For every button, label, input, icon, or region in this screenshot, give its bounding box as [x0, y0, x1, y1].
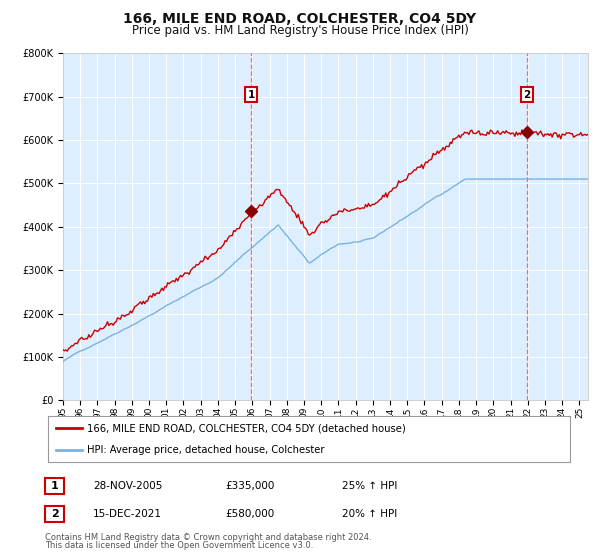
- Text: 166, MILE END ROAD, COLCHESTER, CO4 5DY: 166, MILE END ROAD, COLCHESTER, CO4 5DY: [124, 12, 476, 26]
- Text: 2: 2: [523, 90, 530, 100]
- Text: £335,000: £335,000: [225, 481, 274, 491]
- Text: 20% ↑ HPI: 20% ↑ HPI: [342, 509, 397, 519]
- Text: Contains HM Land Registry data © Crown copyright and database right 2024.: Contains HM Land Registry data © Crown c…: [45, 533, 371, 542]
- Text: £580,000: £580,000: [225, 509, 274, 519]
- Text: 15-DEC-2021: 15-DEC-2021: [93, 509, 162, 519]
- Text: 1: 1: [51, 481, 58, 491]
- Text: 25% ↑ HPI: 25% ↑ HPI: [342, 481, 397, 491]
- Text: 1: 1: [247, 90, 254, 100]
- Text: HPI: Average price, detached house, Colchester: HPI: Average price, detached house, Colc…: [87, 445, 325, 455]
- Text: 28-NOV-2005: 28-NOV-2005: [93, 481, 163, 491]
- Text: 2: 2: [51, 509, 58, 519]
- Text: Price paid vs. HM Land Registry's House Price Index (HPI): Price paid vs. HM Land Registry's House …: [131, 24, 469, 36]
- Text: 166, MILE END ROAD, COLCHESTER, CO4 5DY (detached house): 166, MILE END ROAD, COLCHESTER, CO4 5DY …: [87, 423, 406, 433]
- Text: This data is licensed under the Open Government Licence v3.0.: This data is licensed under the Open Gov…: [45, 541, 313, 550]
